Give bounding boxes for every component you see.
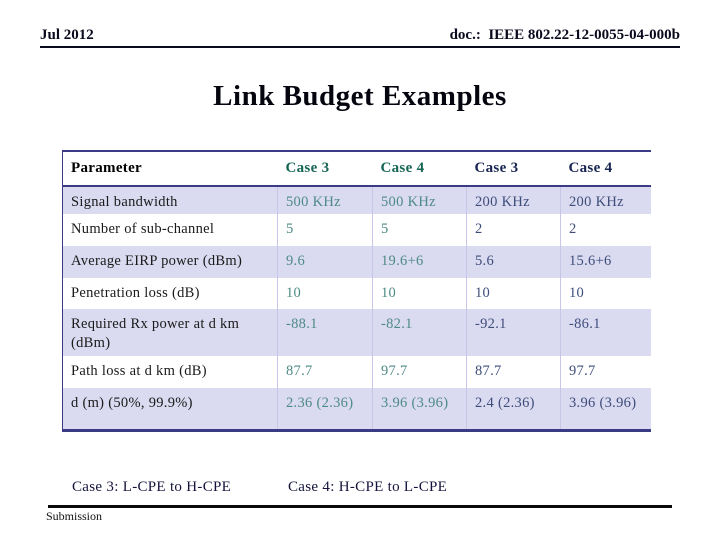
table-row: Average EIRP power (dBm) 9.6 19.6+6 5.6 … xyxy=(62,246,651,278)
value-cell: -88.1 xyxy=(277,309,373,356)
value-cell: 5 xyxy=(372,214,467,246)
table-row: Penetration loss (dB) 10 10 10 10 xyxy=(63,278,651,309)
value-cell: 2.4 (2.36) xyxy=(466,388,561,430)
page-title: Link Budget Examples xyxy=(213,80,507,112)
value-cell: -92.1 xyxy=(466,309,561,356)
value-cell: 200 KHz xyxy=(560,186,651,214)
value-cell: 9.6 xyxy=(277,246,373,278)
table-row: Signal bandwidth 500 KHz 500 KHz 200 KHz… xyxy=(62,186,651,214)
value-cell: 10 xyxy=(372,278,467,309)
col-header-parameter: Parameter xyxy=(71,160,142,176)
legend-case4: Case 4: H-CPE to L-CPE xyxy=(288,479,448,495)
value-cell: 500 KHz xyxy=(277,186,373,214)
table-row: Number of sub-channel 5 5 2 2 xyxy=(63,214,651,246)
header-doc-id: doc.: IEEE 802.22-12-0055-04-000b xyxy=(449,27,680,43)
value-cell: 15.6+6 xyxy=(560,246,651,278)
value-cell: 10 xyxy=(277,278,373,309)
table-row: Required Rx power at d km (dBm) -88.1 -8… xyxy=(62,309,651,356)
param-cell: Signal bandwidth xyxy=(71,194,178,210)
value-cell: 97.7 xyxy=(372,356,467,388)
value-cell: -82.1 xyxy=(372,309,467,356)
param-cell: d (m) (50%, 99.9%) xyxy=(71,395,193,411)
value-cell: 200 KHz xyxy=(466,186,561,214)
value-cell: 10 xyxy=(560,278,651,309)
value-cell: 2 xyxy=(466,214,561,246)
col-header-case3-b: Case 3 xyxy=(474,160,519,176)
param-cell: Required Rx power at d km (dBm) xyxy=(71,316,240,351)
value-cell: 500 KHz xyxy=(372,186,467,214)
value-cell: 87.7 xyxy=(466,356,561,388)
value-cell: 2 xyxy=(560,214,651,246)
value-cell: 10 xyxy=(466,278,561,309)
value-cell: 3.96 (3.96) xyxy=(372,388,467,430)
value-cell: 19.6+6 xyxy=(372,246,467,278)
param-cell: Path loss at d km (dB) xyxy=(71,363,207,379)
param-cell: Average EIRP power (dBm) xyxy=(71,253,243,269)
param-cell: Number of sub-channel xyxy=(71,221,215,237)
header-date: Jul 2012 xyxy=(40,27,94,43)
col-header-case3-a: Case 3 xyxy=(285,160,330,176)
table-row: Path loss at d km (dB) 87.7 97.7 87.7 97… xyxy=(63,356,651,388)
legend-case3: Case 3: L-CPE to H-CPE xyxy=(72,479,232,495)
value-cell: 5.6 xyxy=(466,246,561,278)
value-cell: 2.36 (2.36) xyxy=(277,388,373,430)
table-header-row: Parameter Case 3 Case 4 Case 3 Case 4 xyxy=(62,151,651,186)
link-budget-table: Parameter Case 3 Case 4 Case 3 Case 4 Si… xyxy=(62,150,651,432)
footer-rule xyxy=(48,505,672,508)
table-row: d (m) (50%, 99.9%) 2.36 (2.36) 3.96 (3.9… xyxy=(62,388,651,430)
col-header-case4-a: Case 4 xyxy=(380,160,425,176)
value-cell: 87.7 xyxy=(277,356,373,388)
value-cell: 5 xyxy=(277,214,373,246)
col-header-case4-b: Case 4 xyxy=(568,160,613,176)
submission-label: Submission xyxy=(46,509,103,523)
value-cell: 97.7 xyxy=(560,356,651,388)
param-cell: Penetration loss (dB) xyxy=(71,285,200,301)
value-cell: -86.1 xyxy=(560,309,651,356)
header-rule xyxy=(40,46,680,48)
value-cell: 3.96 (3.96) xyxy=(560,388,651,430)
